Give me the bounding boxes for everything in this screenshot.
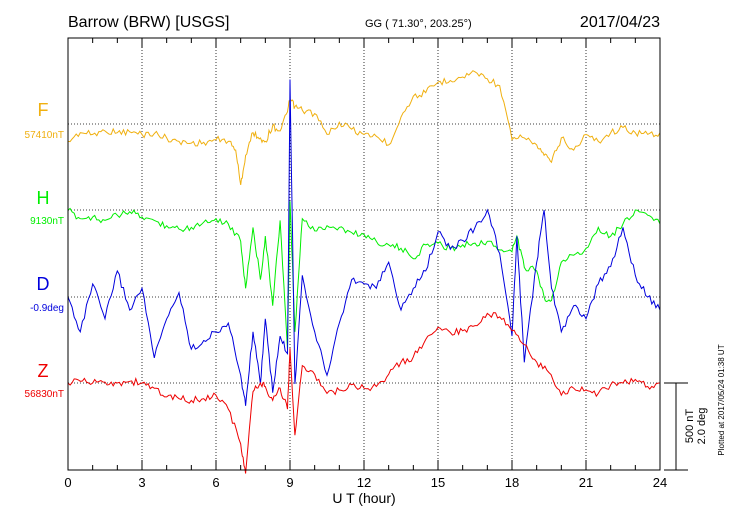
x-tick-label: 21 — [579, 475, 593, 490]
series-name-d: D — [37, 274, 50, 294]
x-tick-label: 9 — [286, 475, 293, 490]
series-labels: F 57410nT H 9130nT D -0.9deg Z 56830nT — [25, 100, 64, 400]
x-tick-label: 12 — [357, 475, 371, 490]
series-baseline-z: 56830nT — [25, 389, 64, 400]
series-baseline-f: 57410nT — [25, 130, 64, 141]
x-axis-title: U T (hour) — [332, 490, 395, 506]
series-name-f: F — [38, 100, 49, 120]
series-name-h: H — [37, 188, 50, 208]
series-layer — [67, 70, 661, 474]
series-baseline-h: 9130nT — [30, 216, 64, 227]
series-line-d — [67, 79, 661, 406]
series-baseline-d: -0.9deg — [30, 303, 64, 314]
series-line-f — [67, 70, 661, 185]
coordinates-label: GG ( 71.30°, 203.25°) — [365, 18, 472, 30]
scale-label-deg: 2.0 deg — [696, 408, 708, 445]
series-line-h — [67, 201, 661, 350]
station-title: Barrow (BRW) [USGS] — [68, 14, 230, 31]
plotted-note: Plotted at 2017/05/24 01:38 UT — [717, 344, 726, 455]
x-tick-label: 24 — [653, 475, 667, 490]
x-tick-label: 3 — [138, 475, 145, 490]
x-ticks: 0 3 6 9 12 15 18 21 24 — [64, 38, 667, 490]
x-tick-label: 0 — [64, 475, 71, 490]
scale-bar: 500 nT 2.0 deg — [664, 382, 708, 471]
x-tick-label: 18 — [505, 475, 519, 490]
x-tick-label: 6 — [212, 475, 219, 490]
gridlines — [68, 38, 660, 470]
series-line-z — [67, 312, 661, 474]
scale-label-nt: 500 nT — [684, 409, 696, 444]
x-tick-label: 15 — [431, 475, 445, 490]
series-name-z: Z — [38, 361, 49, 381]
date-label: 2017/04/23 — [580, 14, 660, 31]
